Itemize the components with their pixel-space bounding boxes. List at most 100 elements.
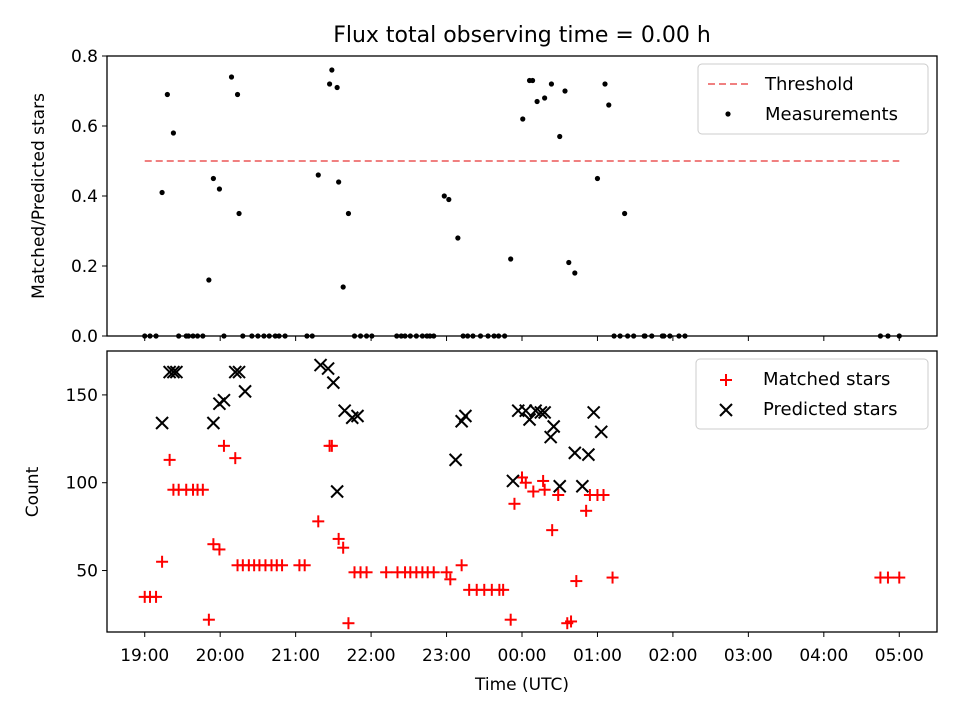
- matched-star-point: [440, 566, 453, 579]
- matched-star-point: [312, 515, 325, 528]
- measurement-point: [164, 91, 170, 98]
- matched-star-point: [508, 497, 521, 510]
- legend-measurements-label: Measurements: [765, 104, 898, 125]
- predicted-star-point: [537, 405, 552, 420]
- bottom-legend-box: [695, 358, 929, 430]
- predicted-star-point: [506, 474, 520, 488]
- predicted-star-point: [519, 404, 533, 418]
- measurement-point: [345, 210, 352, 217]
- matched-star-point: [597, 489, 610, 502]
- predicted-star-point: [232, 365, 246, 379]
- predicted-star-point: [330, 484, 344, 499]
- matched-star-point: [156, 555, 169, 568]
- predicted-star-point: [238, 384, 252, 399]
- measurement-point: [334, 84, 340, 91]
- predicted-star-point: [594, 425, 608, 439]
- measurement-point: [508, 256, 514, 262]
- measurement-point: [529, 77, 536, 84]
- predicted-star-point: [575, 479, 590, 493]
- measurement-point: [228, 74, 235, 80]
- predicted-star-point: [228, 365, 242, 379]
- y-tick-label: 0.8: [71, 47, 98, 67]
- legend-predicted-swatch: [719, 403, 733, 417]
- bottom-axes: 50 100 150 19:00 20:00 21:00 22:00 23:00 00:00 01…: [66, 386, 924, 666]
- matched-star-point: [332, 532, 345, 545]
- matched-star-point: [342, 617, 355, 630]
- matched-star-point: [163, 453, 176, 466]
- legend-predicted-label: Predicted stars: [763, 399, 897, 420]
- top-legend: Threshold Measurements: [697, 63, 929, 135]
- top-legend-box: [697, 63, 929, 135]
- predicted-star-point: [522, 412, 537, 427]
- matched-star-point: [150, 590, 163, 603]
- y-tick-label: 150: [66, 386, 98, 406]
- predicted-star-point: [568, 446, 582, 460]
- matched-star-point: [337, 541, 350, 554]
- matched-star-point: [893, 571, 906, 584]
- matched-star-point: [527, 485, 540, 498]
- measurement-point: [534, 98, 540, 105]
- measurement-point: [566, 259, 572, 266]
- measurement-point: [216, 186, 223, 192]
- matched-star-point: [229, 452, 242, 465]
- matched-star-point: [325, 439, 338, 452]
- predicted-star-point: [350, 409, 365, 423]
- chart-title: Flux total observing time = 0.00 h: [333, 23, 711, 48]
- matched-star-point: [217, 439, 230, 452]
- matched-star-point: [538, 483, 551, 496]
- x-tick-label: 21:00: [271, 646, 320, 666]
- bottom-plot-frame: [106, 350, 938, 633]
- matched-star-point: [427, 566, 440, 579]
- x-tick-label: 20:00: [196, 646, 245, 666]
- matched-star-point: [881, 571, 894, 584]
- matched-star-point: [606, 571, 619, 584]
- predicted-star-point: [543, 430, 558, 444]
- legend-measurements-swatch: [725, 111, 731, 117]
- measurement-point: [210, 175, 216, 182]
- measurement-point: [622, 210, 628, 217]
- predicted-star-point: [313, 358, 328, 372]
- measurement-point: [340, 284, 346, 290]
- x-tick-label: 22:00: [347, 646, 396, 666]
- matched-star-point: [519, 476, 532, 489]
- measurement-point: [315, 172, 321, 178]
- top-panel: Flux total observing time = 0.00 h 0.00.…: [29, 23, 938, 347]
- x-tick-label: 02:00: [648, 646, 697, 666]
- matched-star-point: [552, 489, 565, 502]
- bottom-panel: 50 100 150 19:00 20:00 21:00 22:00 23:00 00:00 01…: [23, 350, 938, 695]
- measurement-point: [234, 91, 241, 98]
- matched-star-point: [196, 483, 209, 496]
- legend-matched-label: Matched stars: [763, 369, 890, 390]
- matched-star-point: [276, 559, 289, 572]
- predicted-star-point: [166, 365, 181, 379]
- matched-star-point: [497, 583, 510, 596]
- measurement-point: [557, 133, 563, 140]
- matched-star-point: [207, 538, 220, 551]
- predicted-star-point: [458, 409, 473, 423]
- y-tick-label: 0.4: [71, 187, 98, 207]
- y-tick-label: 0.6: [71, 117, 98, 137]
- matched-star-point: [213, 543, 226, 556]
- measurement-point: [336, 179, 342, 185]
- bottom-marks: [138, 358, 906, 630]
- x-tick-label: 05:00: [875, 646, 924, 666]
- measurement-point: [206, 277, 212, 283]
- predicted-star-point: [581, 447, 596, 462]
- measurement-point: [236, 210, 242, 217]
- x-tick-label: 23:00: [422, 646, 471, 666]
- measurement-point: [606, 102, 612, 108]
- measurement-point: [572, 270, 578, 276]
- top-plot-frame: [106, 55, 938, 337]
- measurement-point: [542, 95, 548, 101]
- measurement-point: [159, 189, 165, 196]
- top-y-axis-label: Matched/Predicted stars: [29, 93, 49, 299]
- predicted-star-point: [546, 419, 561, 434]
- top-marks: [142, 67, 902, 339]
- matched-star-point: [202, 613, 215, 626]
- matched-star-point: [580, 504, 593, 517]
- measurement-point: [455, 235, 461, 241]
- matched-star-point: [570, 575, 583, 588]
- predicted-star-point: [155, 416, 169, 430]
- measurement-point: [329, 67, 335, 73]
- x-tick-label: 03:00: [724, 646, 773, 666]
